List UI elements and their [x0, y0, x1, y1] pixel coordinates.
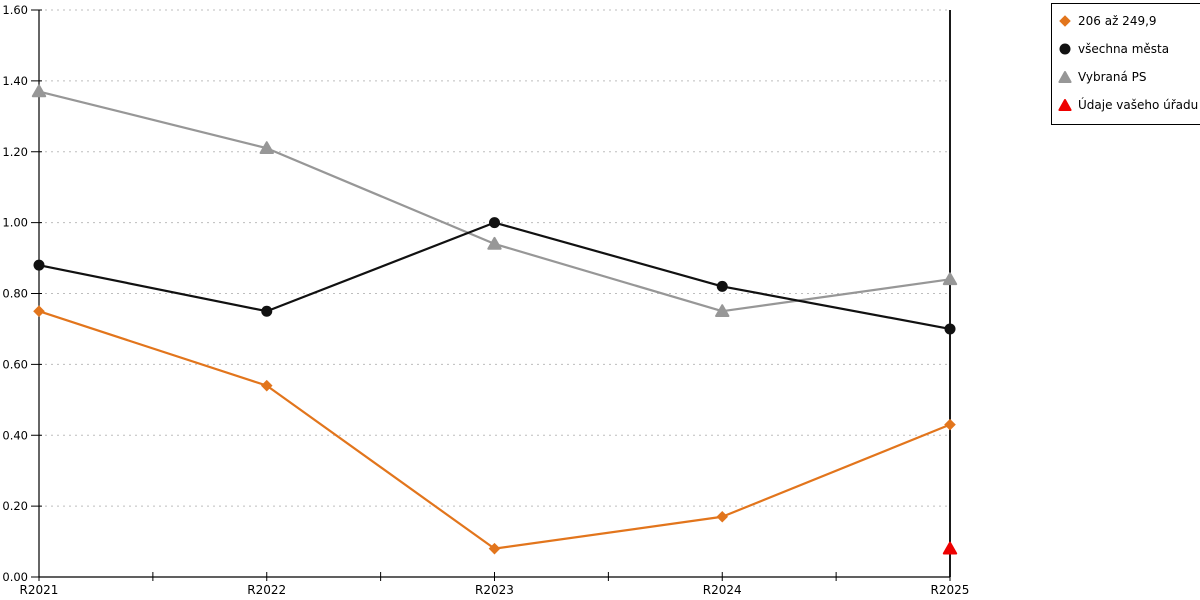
data-point — [259, 141, 274, 155]
triangle-marker-icon — [1058, 98, 1072, 112]
data-point — [33, 305, 45, 318]
legend-item-206-az-249-9: 206 až 249,9 — [1058, 7, 1198, 35]
data-point — [942, 541, 958, 555]
data-point — [716, 510, 729, 523]
y-tick-label: 0.40 — [2, 428, 28, 442]
data-point — [487, 236, 502, 250]
data-point — [942, 272, 958, 286]
legend-label: Údaje vašeho úřadu — [1078, 98, 1199, 112]
data-point — [715, 304, 730, 318]
legend-item-vybrana-ps: Vybraná PS — [1058, 63, 1198, 91]
data-point — [716, 280, 728, 292]
data-point — [31, 84, 47, 98]
circle-marker-icon — [1058, 42, 1072, 56]
x-tick-label: R2022 — [247, 583, 286, 597]
legend-label: všechna města — [1078, 42, 1170, 56]
chart-legend: 206 až 249,9 všechna města Vybraná PS Úd… — [1051, 3, 1200, 125]
x-tick-label: R2024 — [703, 583, 742, 597]
y-tick-label: 0.60 — [2, 357, 28, 371]
y-tick-label: 1.00 — [2, 216, 28, 230]
data-point — [261, 305, 273, 317]
series-line — [38, 310, 951, 550]
y-tick-label: 0.20 — [2, 499, 28, 513]
data-point — [488, 542, 501, 555]
legend-item-vsechna-mesta: všechna města — [1058, 35, 1198, 63]
y-tick-label: 1.40 — [2, 74, 28, 88]
series-line — [38, 90, 951, 313]
legend-label: Vybraná PS — [1078, 70, 1147, 84]
legend-label: 206 až 249,9 — [1078, 14, 1157, 28]
data-point — [944, 418, 956, 431]
triangle-marker-icon — [1058, 70, 1072, 84]
data-point — [489, 217, 500, 229]
data-point — [260, 379, 273, 392]
data-point — [33, 259, 45, 271]
data-point — [944, 323, 956, 335]
y-tick-label: 0.80 — [2, 287, 28, 301]
diamond-marker-icon — [1058, 14, 1072, 28]
legend-item-udaje-vaseho-uradu: Údaje vašeho úřadu — [1058, 91, 1198, 119]
x-tick-label: R2021 — [20, 583, 59, 597]
y-tick-label: 1.60 — [2, 3, 28, 17]
x-tick-label: R2023 — [475, 583, 514, 597]
y-tick-label: 0.00 — [2, 570, 28, 584]
y-tick-label: 1.20 — [2, 145, 28, 159]
x-tick-label: R2025 — [931, 583, 970, 597]
